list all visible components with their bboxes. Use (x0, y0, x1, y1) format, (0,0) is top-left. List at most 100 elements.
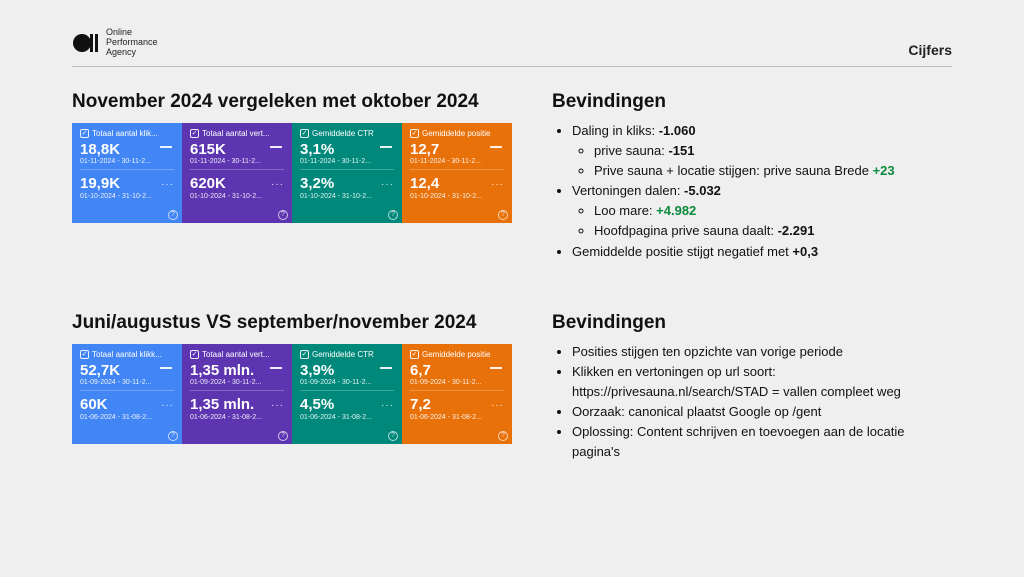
list-item: Klikken en vertoningen op url soort: htt… (572, 362, 952, 402)
section2-cards: ✓Totaal aantal klikk... 52,7K01-09-2024 … (72, 344, 512, 444)
page-title: Cijfers (908, 42, 952, 58)
metric-date: 01-06-2024 - 31-08-2... (300, 414, 394, 421)
checkbox-icon: ✓ (80, 350, 89, 359)
card-label: Totaal aantal klik... (92, 129, 158, 138)
metric-date: 01-06-2024 - 31-08-2... (80, 414, 174, 421)
checkbox-icon: ✓ (300, 129, 309, 138)
card-label: Totaal aantal vert... (202, 350, 270, 359)
metric-value: 3,1% (300, 142, 394, 159)
more-icon[interactable]: ··· (161, 401, 174, 411)
card-position: ✓Gemiddelde positie 12,701-11-2024 - 30-… (402, 123, 512, 223)
help-icon[interactable]: ? (278, 210, 288, 220)
help-icon[interactable]: ? (388, 431, 398, 441)
card-label: Gemiddelde CTR (312, 129, 374, 138)
metric-date: 01-10-2024 - 31-10-2... (410, 193, 504, 200)
metric-date: 01-09-2024 - 30-11-2... (190, 379, 284, 386)
card-label: Gemiddelde CTR (312, 350, 374, 359)
page-header: Online Performance Agency Cijfers (72, 28, 952, 67)
list-item: Prive sauna + locatie stijgen: prive sau… (594, 161, 952, 181)
metric-value: 1,35 mln. (190, 363, 284, 380)
card-clicks: ✓Totaal aantal klikk... 52,7K01-09-2024 … (72, 344, 182, 444)
card-label: Totaal aantal klikk... (92, 350, 162, 359)
metric-date: 01-10-2024 - 31-10-2... (80, 193, 174, 200)
help-icon[interactable]: ? (388, 210, 398, 220)
metric-date: 01-09-2024 - 30-11-2... (410, 379, 504, 386)
more-icon[interactable]: ··· (271, 180, 284, 190)
card-label: Gemiddelde positie (422, 129, 490, 138)
help-icon[interactable]: ? (498, 431, 508, 441)
trend-flat-icon (380, 146, 392, 148)
more-icon[interactable]: ··· (381, 401, 394, 411)
trend-flat-icon (160, 367, 172, 369)
more-icon[interactable]: ··· (381, 180, 394, 190)
metric-value: 12,7 (410, 142, 504, 159)
metric-value: 6,7 (410, 363, 504, 380)
metric-value: 52,7K (80, 363, 174, 380)
card-ctr: ✓Gemiddelde CTR 3,1%01-11-2024 - 30-11-2… (292, 123, 402, 223)
more-icon[interactable]: ··· (271, 401, 284, 411)
checkbox-icon: ✓ (190, 350, 199, 359)
findings-title: Bevindingen (552, 312, 952, 334)
list-item: Posities stijgen ten opzichte van vorige… (572, 342, 952, 362)
checkbox-icon: ✓ (190, 129, 199, 138)
brand-logo: Online Performance Agency (72, 28, 158, 58)
metric-value: 620K (190, 176, 284, 193)
card-label: Totaal aantal vert... (202, 129, 270, 138)
list-item: Loo mare: +4.982 (594, 201, 952, 221)
section1-cards: ✓Totaal aantal klik... 18,8K01-11-2024 -… (72, 123, 512, 223)
findings-list: Daling in kliks: -1.060 prive sauna: -15… (552, 121, 952, 262)
checkbox-icon: ✓ (410, 129, 419, 138)
section1-title: November 2024 vergeleken met oktober 202… (72, 91, 512, 113)
list-item: Daling in kliks: -1.060 prive sauna: -15… (572, 121, 952, 181)
brand-text: Online Performance Agency (106, 28, 158, 58)
help-icon[interactable]: ? (498, 210, 508, 220)
more-icon[interactable]: ··· (491, 180, 504, 190)
trend-flat-icon (380, 367, 392, 369)
card-label: Gemiddelde positie (422, 350, 490, 359)
trend-flat-icon (490, 367, 502, 369)
findings-title: Bevindingen (552, 91, 952, 113)
metric-date: 01-11-2024 - 30-11-2... (300, 158, 394, 165)
metric-date: 01-09-2024 - 30-11-2... (300, 379, 394, 386)
list-item: Oorzaak: canonical plaatst Google op /ge… (572, 402, 952, 422)
help-icon[interactable]: ? (168, 210, 178, 220)
card-impressions: ✓Totaal aantal vert... 615K01-11-2024 - … (182, 123, 292, 223)
card-impressions: ✓Totaal aantal vert... 1,35 mln.01-09-20… (182, 344, 292, 444)
section-jun-aug-vs-sep-nov: Juni/augustus VS september/november 2024… (72, 312, 952, 463)
card-clicks: ✓Totaal aantal klik... 18,8K01-11-2024 -… (72, 123, 182, 223)
trend-flat-icon (270, 367, 282, 369)
trend-flat-icon (490, 146, 502, 148)
metric-value: 4,5% (300, 397, 394, 414)
help-icon[interactable]: ? (278, 431, 288, 441)
metric-date: 01-09-2024 - 30-11-2... (80, 379, 174, 386)
metric-date: 01-11-2024 - 30-11-2... (190, 158, 284, 165)
list-item: prive sauna: -151 (594, 141, 952, 161)
metric-value: 60K (80, 397, 174, 414)
metric-value: 7,2 (410, 397, 504, 414)
section-nov-vs-okt: November 2024 vergeleken met oktober 202… (72, 91, 952, 262)
metric-date: 01-06-2024 - 31-08-2... (190, 414, 284, 421)
metric-value: 615K (190, 142, 284, 159)
metric-value: 18,8K (80, 142, 174, 159)
metric-value: 12,4 (410, 176, 504, 193)
trend-flat-icon (160, 146, 172, 148)
metric-value: 3,9% (300, 363, 394, 380)
metric-date: 01-10-2024 - 31-10-2... (300, 193, 394, 200)
list-item: Oplossing: Content schrijven en toevoege… (572, 422, 952, 462)
section2-title: Juni/augustus VS september/november 2024 (72, 312, 512, 334)
list-item: Vertoningen dalen: -5.032 Loo mare: +4.9… (572, 181, 952, 241)
list-item: Gemiddelde positie stijgt negatief met +… (572, 242, 952, 262)
metric-date: 01-10-2024 - 31-10-2... (190, 193, 284, 200)
more-icon[interactable]: ··· (161, 180, 174, 190)
help-icon[interactable]: ? (168, 431, 178, 441)
metric-date: 01-11-2024 - 30-11-2... (80, 158, 174, 165)
metric-date: 01-06-2024 - 31-08-2... (410, 414, 504, 421)
more-icon[interactable]: ··· (491, 401, 504, 411)
trend-flat-icon (270, 146, 282, 148)
list-item: Hoofdpagina prive sauna daalt: -2.291 (594, 221, 952, 241)
metric-value: 1,35 mln. (190, 397, 284, 414)
findings-list: Posities stijgen ten opzichte van vorige… (552, 342, 952, 463)
checkbox-icon: ✓ (410, 350, 419, 359)
checkbox-icon: ✓ (80, 129, 89, 138)
metric-date: 01-11-2024 - 30-11-2... (410, 158, 504, 165)
